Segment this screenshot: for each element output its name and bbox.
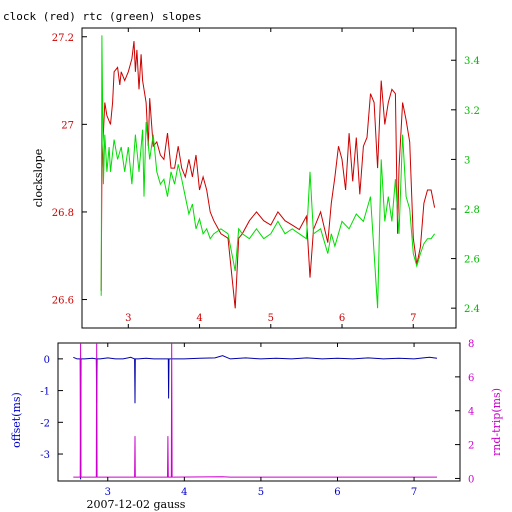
- bottom-y2-axis-label: rnd-trip(ms): [490, 388, 503, 456]
- bottom-plot-frame: [57, 342, 461, 482]
- y-tick-label: 27.2: [52, 33, 74, 44]
- top-y-axis-label: clockslope: [32, 149, 45, 207]
- series-line-rnd-trip: [73, 342, 437, 478]
- x-tick-label: 4: [196, 313, 202, 324]
- series-line-offset: [73, 355, 438, 480]
- top-panel: 3 4 5 6 7 26.6 26.8 27 27.2 2.4 2.6 2.8 3 3.2 3.4 cloc…: [32, 27, 480, 329]
- y-tick-label: -3: [40, 450, 50, 461]
- series-line-clock: [100, 41, 436, 309]
- x-tick-label: 6: [334, 487, 340, 498]
- y2-tick-label: 2.4: [464, 304, 480, 315]
- y2-tick-label: 6: [468, 373, 474, 384]
- x-tick-label: 7: [410, 313, 416, 324]
- y-tick-label: -2: [40, 418, 50, 429]
- bottom-series-group: [73, 342, 438, 480]
- top-ticks-group: 3 4 5 6 7 26.6 26.8 27 27.2 2.4 2.6 2.8 3 3.2 3.4: [52, 28, 480, 328]
- y2-tick-label: 0: [468, 474, 474, 485]
- x-tick-label: 3: [125, 313, 131, 324]
- x-tick-label: 5: [268, 313, 274, 324]
- y2-tick-label: 2.6: [464, 255, 480, 266]
- y-tick-label: 26.8: [52, 208, 74, 219]
- y2-tick-label: 4: [468, 407, 474, 418]
- y2-tick-label: 2.8: [464, 205, 480, 216]
- y2-tick-label: 3: [464, 155, 470, 166]
- top-series-group: [100, 35, 436, 309]
- x-tick-label: 5: [258, 487, 264, 498]
- y2-tick-label: 3.2: [464, 106, 480, 117]
- y-tick-label: 26.6: [52, 296, 74, 307]
- x-tick-label: 3: [105, 487, 111, 498]
- y-tick-label: -1: [40, 387, 50, 398]
- bottom-x-axis-label: 2007-12-02 gauss: [87, 498, 186, 511]
- bottom-panel: 3 4 5 6 7 0 -1 -2 -3 0 2 4 6 8 offset(ms) rnd-trip(ms…: [10, 339, 503, 511]
- y2-tick-label: 8: [468, 339, 474, 350]
- x-tick-label: 6: [339, 313, 345, 324]
- y-tick-label: 0: [44, 355, 50, 366]
- bottom-ticks-group: 3 4 5 6 7 0 -1 -2 -3 0 2 4 6 8: [40, 339, 474, 498]
- y2-tick-label: 2: [468, 441, 474, 452]
- y2-tick-label: 3.4: [464, 56, 480, 67]
- top-plot-frame: [81, 27, 457, 329]
- x-tick-label: 7: [411, 487, 417, 498]
- chart-title: clock (red) rtc (green) slopes: [3, 10, 202, 23]
- y-tick-label: 27: [61, 120, 74, 131]
- series-line-rtc: [100, 35, 436, 309]
- x-tick-label: 4: [181, 487, 187, 498]
- bottom-y-axis-label: offset(ms): [10, 392, 23, 448]
